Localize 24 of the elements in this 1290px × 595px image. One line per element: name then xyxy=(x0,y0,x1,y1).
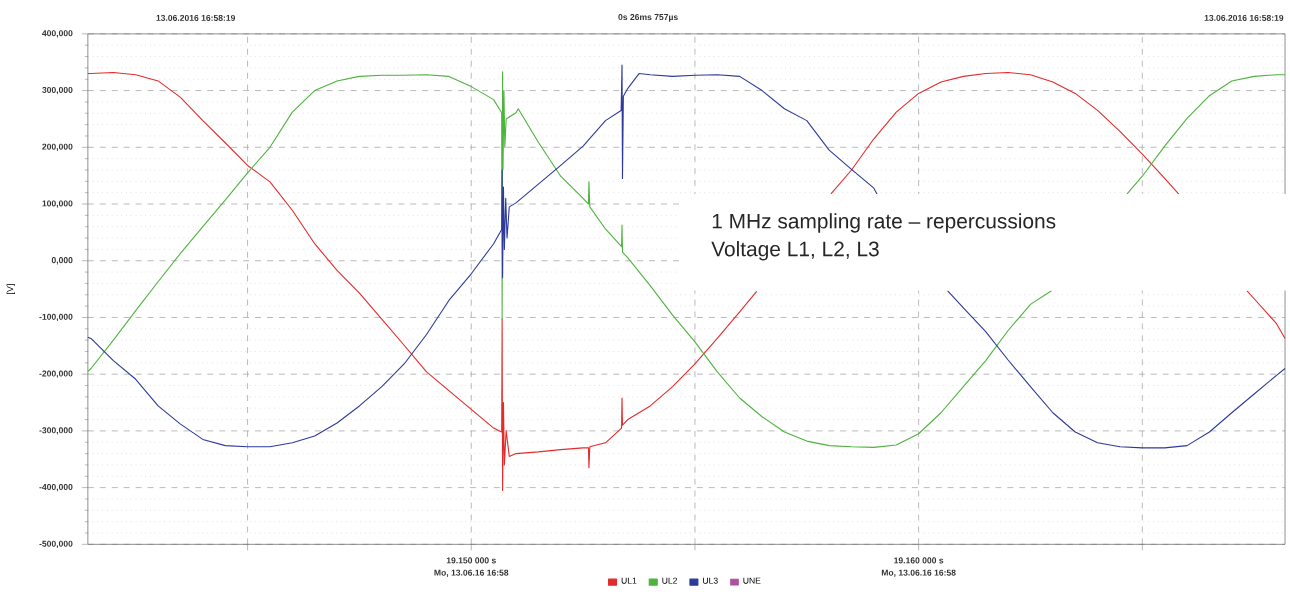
text: Mo, 13.06.16 16:58 xyxy=(434,569,509,578)
y-tick-label: -500,000 xyxy=(39,540,73,549)
x-tick-label: 19.150 000 s xyxy=(446,557,496,564)
x-tick-label: 19.160 000 s xyxy=(894,557,944,564)
legend-label: UNE xyxy=(743,577,761,584)
y-tick-label: 300,000 xyxy=(42,87,73,95)
legend-label: UL3 xyxy=(703,577,718,584)
text: 13.06.2016 16:58:19 xyxy=(1204,15,1284,22)
text: 0s 26ms 757µs xyxy=(618,14,678,23)
annotation: Voltage L1, L2, L3 xyxy=(711,241,879,261)
y-tick-label: 400,000 xyxy=(42,30,73,38)
y-tick-label: -300,000 xyxy=(39,427,73,435)
y-tick-label: 200,000 xyxy=(42,143,73,152)
y-tick-label: 0,000 xyxy=(51,257,73,265)
annotation: 1 MHz sampling rate – repercussions xyxy=(712,213,1056,233)
y-axis-title: [V] xyxy=(6,284,16,295)
legend-label: UL2 xyxy=(662,577,678,584)
text: 13.06.2016 16:58:19 xyxy=(156,15,236,22)
legend-label: UL1 xyxy=(621,577,637,584)
text: Mo, 13.06.16 16:58 xyxy=(881,569,956,578)
y-tick-label: -400,000 xyxy=(39,484,73,492)
y-tick-label: -100,000 xyxy=(39,314,73,322)
y-tick-label: 100,000 xyxy=(42,200,73,208)
y-tick-label: -200,000 xyxy=(39,370,73,379)
